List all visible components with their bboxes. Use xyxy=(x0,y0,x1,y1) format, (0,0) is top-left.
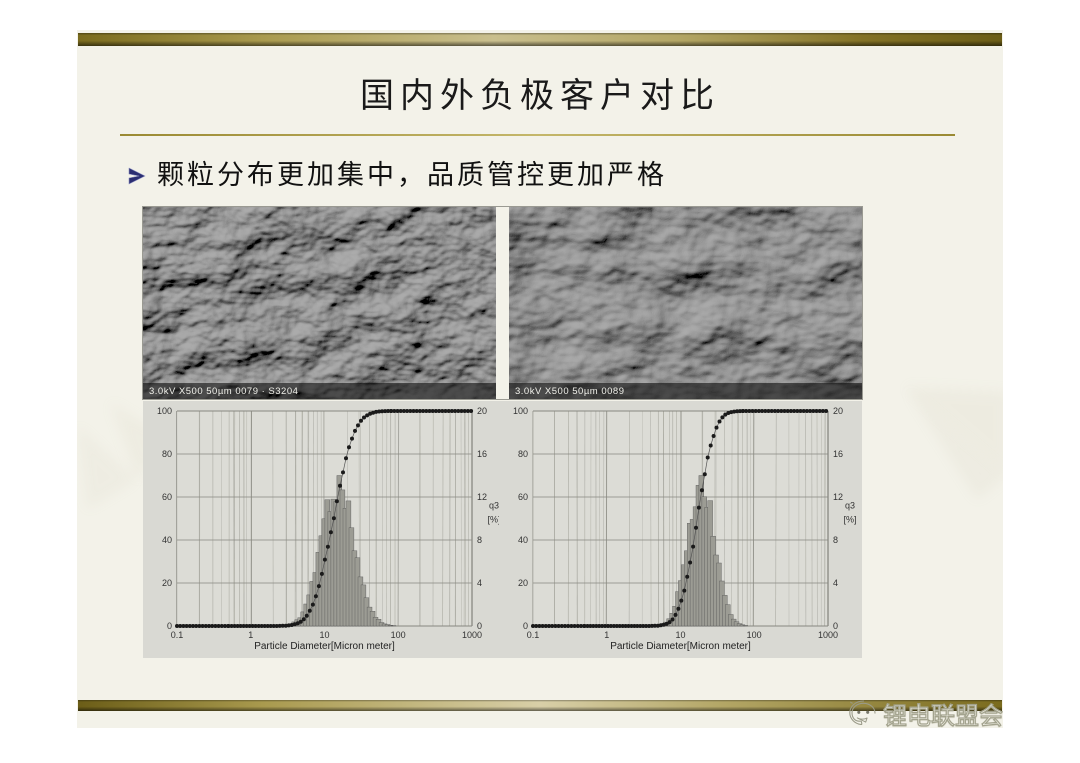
svg-text:16: 16 xyxy=(833,449,843,459)
svg-text:Particle Diameter[Micron meter: Particle Diameter[Micron meter] xyxy=(610,641,751,652)
svg-text:0.1: 0.1 xyxy=(171,630,184,640)
svg-text:100: 100 xyxy=(391,630,406,640)
svg-text:12: 12 xyxy=(477,492,487,502)
svg-text:Particle Diameter[Micron meter: Particle Diameter[Micron meter] xyxy=(254,641,395,652)
svg-text:4: 4 xyxy=(477,578,482,588)
svg-text:80: 80 xyxy=(162,449,172,459)
svg-text:10: 10 xyxy=(319,630,329,640)
svg-text:20: 20 xyxy=(518,578,528,588)
svg-text:12: 12 xyxy=(833,492,843,502)
svg-text:8: 8 xyxy=(477,535,482,545)
svg-text:80: 80 xyxy=(518,449,528,459)
svg-text:8: 8 xyxy=(833,535,838,545)
svg-text:0.1: 0.1 xyxy=(527,630,540,640)
svg-text:20: 20 xyxy=(162,578,172,588)
svg-text:1000: 1000 xyxy=(462,630,482,640)
svg-text:q3: q3 xyxy=(489,501,499,511)
svg-text:1: 1 xyxy=(604,630,609,640)
svg-text:100: 100 xyxy=(513,406,528,416)
svg-text:20: 20 xyxy=(477,406,487,416)
svg-text:1: 1 xyxy=(248,630,253,640)
svg-text:60: 60 xyxy=(162,492,172,502)
svg-text:[%]: [%] xyxy=(843,515,856,525)
svg-text:20: 20 xyxy=(833,406,843,416)
svg-text:4: 4 xyxy=(833,578,838,588)
svg-text:100: 100 xyxy=(747,630,762,640)
svg-text:40: 40 xyxy=(518,535,528,545)
svg-text:q3: q3 xyxy=(845,501,855,511)
svg-text:10: 10 xyxy=(675,630,685,640)
svg-text:16: 16 xyxy=(477,449,487,459)
svg-text:100: 100 xyxy=(157,406,172,416)
svg-text:40: 40 xyxy=(162,535,172,545)
svg-text:1000: 1000 xyxy=(818,630,838,640)
svg-text:3.0kV X500 50µm 0079: 3.0kV X500 50µm 0079 · S3204 xyxy=(149,386,298,397)
svg-text:60: 60 xyxy=(518,492,528,502)
svg-text:3.0kV X500 50µm 0089: 3.0kV X500 50µm 0089 xyxy=(515,386,625,397)
